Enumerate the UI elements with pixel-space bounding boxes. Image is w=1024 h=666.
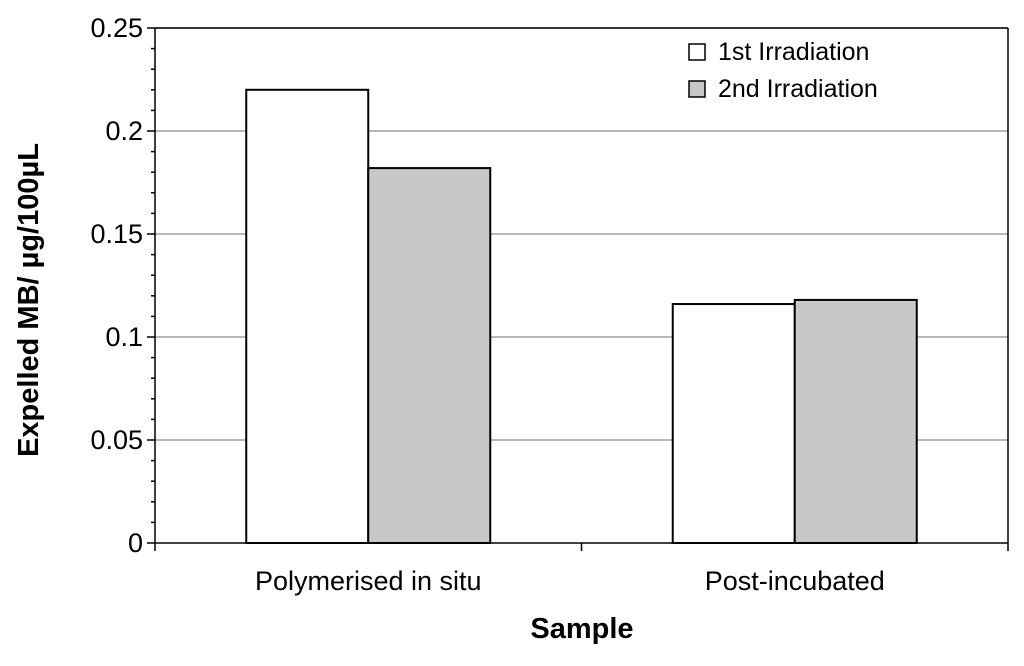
x-axis-title: Sample: [530, 613, 633, 645]
y-axis-title: Expelled MB/ µg/100µL: [13, 143, 45, 457]
x-tick-label: Post-incubated: [705, 566, 885, 596]
y-tick-label: 0.1: [105, 322, 143, 352]
bar-1-1: [245, 88, 370, 545]
legend-label: 2nd Irradiation: [718, 75, 878, 103]
x-tick-label: Polymerised in situ: [255, 566, 482, 596]
y-tick-label: 0.25: [90, 13, 143, 43]
bars: [245, 88, 918, 545]
legend: 1st Irradiation 2nd Irradiation: [688, 38, 878, 103]
axes: [147, 27, 1009, 551]
y-tick-label: 0.05: [90, 425, 143, 455]
legend-swatch: [688, 43, 706, 61]
y-tick-label: 0.15: [90, 219, 143, 249]
legend-swatch: [688, 80, 706, 98]
y-tick-label: 0.2: [105, 116, 143, 146]
tick-labels: 0 0.05 0.1 0.15 0.2 0.25 Polymerised in situ Po…: [90, 13, 884, 596]
legend-label: 1st Irradiation: [718, 38, 869, 66]
y-tick-label: 0: [128, 528, 143, 558]
bar-1-2: [671, 303, 796, 545]
bar-2-1: [367, 167, 492, 545]
bar-2-2: [793, 298, 918, 545]
